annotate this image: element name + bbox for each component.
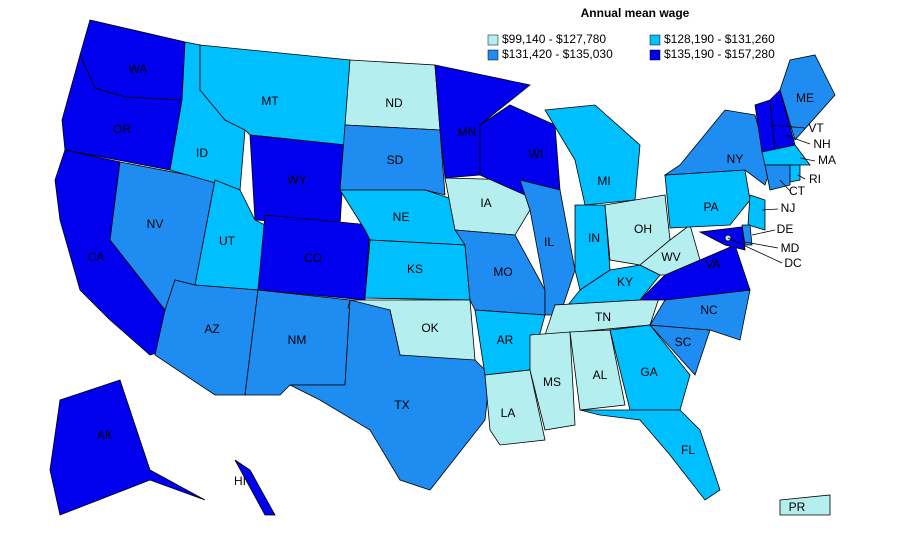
state-label: FL: [681, 443, 695, 457]
legend-swatch: [649, 49, 661, 61]
state: [544, 294, 661, 336]
legend-title: Annual mean wage: [581, 6, 690, 20]
state-label: AR: [497, 333, 514, 347]
state: [234, 459, 276, 516]
state-label: ID: [196, 146, 208, 160]
state-label: WY: [287, 173, 306, 187]
state-label: VA: [705, 257, 720, 271]
state: [344, 59, 441, 131]
state: [484, 369, 546, 446]
state-label: IA: [480, 196, 491, 210]
state-label: MO: [493, 265, 512, 279]
leader: [797, 174, 806, 180]
state: [779, 54, 836, 141]
state-label: IL: [544, 235, 554, 249]
state-label: NJ: [781, 201, 796, 215]
state-label: CT: [789, 184, 806, 198]
state-label: MT: [261, 94, 279, 108]
state-label: MA: [818, 153, 836, 167]
state-label: CA: [88, 250, 105, 264]
state-label: IN: [588, 231, 600, 245]
state-label: AL: [593, 368, 608, 382]
state-label: ND: [385, 96, 403, 110]
leader: [769, 124, 806, 129]
state-label: HI: [234, 474, 246, 488]
state-label: WA: [129, 62, 148, 76]
state-label: WV: [661, 250, 680, 264]
state-label: WI: [529, 147, 544, 161]
state-label: NY: [727, 152, 744, 166]
state-label: DE: [777, 222, 794, 236]
state-label: AZ: [204, 322, 219, 336]
state-label: NC: [700, 303, 718, 317]
state: [529, 331, 576, 431]
state: [154, 279, 259, 396]
states: [49, 19, 836, 516]
state-label: LA: [501, 406, 516, 420]
state-label: VT: [808, 121, 824, 135]
state: [649, 289, 751, 341]
state: [579, 409, 721, 501]
state-label: MN: [458, 125, 477, 139]
state-label: NM: [288, 333, 307, 347]
state: [289, 299, 491, 491]
legend-swatch: [487, 49, 499, 61]
state-label: AK: [97, 428, 113, 442]
state: [49, 379, 206, 516]
legend-label: $131,420 - $135,030: [502, 47, 613, 61]
state-label: DC: [784, 256, 802, 270]
state-label: RI: [809, 172, 821, 186]
state: [789, 164, 801, 183]
state-label: PR: [789, 500, 806, 514]
state-label: GA: [640, 365, 657, 379]
state-label: PA: [703, 200, 718, 214]
state: [761, 144, 811, 166]
leader: [751, 229, 776, 236]
legend-label: $99,140 - $127,780: [502, 32, 606, 46]
state: [747, 194, 766, 231]
leader: [744, 241, 779, 249]
state: [741, 224, 753, 246]
state: [569, 329, 626, 411]
state-label: MI: [597, 174, 610, 188]
state-label: MD: [781, 241, 800, 255]
state-label: UT: [219, 234, 236, 248]
state-label: MS: [543, 375, 561, 389]
legend-label: $135,190 - $157,280: [664, 47, 775, 61]
state: [779, 494, 831, 516]
state-label: OH: [634, 222, 652, 236]
state-label: SD: [387, 153, 404, 167]
state-labels: WA OR CA NV ID MT WY UT CO AZ NM ND SD NE KS OK TX MN IA MO…: [88, 62, 836, 514]
state-label: ME: [796, 91, 814, 105]
leader: [784, 134, 811, 145]
leader: [727, 237, 783, 264]
state-label: OR: [113, 122, 131, 136]
leader-lines: [727, 124, 816, 264]
state-label: CO: [304, 251, 322, 265]
state-label: SC: [675, 335, 692, 349]
state: [764, 164, 791, 191]
state: [639, 224, 701, 276]
state-label: NV: [147, 217, 164, 231]
leader: [799, 157, 816, 162]
state-label: KS: [407, 262, 423, 276]
legend-swatch: [649, 34, 661, 46]
legend-swatch: [487, 34, 499, 46]
legend-label: $128,190 - $131,260: [664, 32, 775, 46]
state: [339, 124, 446, 196]
state-label: NH: [813, 137, 830, 151]
state: [664, 169, 751, 229]
state: [609, 324, 691, 411]
state-label: OK: [421, 321, 438, 335]
leader: [779, 179, 791, 192]
state-label: NE: [393, 210, 410, 224]
state-label: KY: [617, 275, 633, 289]
state: [698, 226, 746, 251]
leader: [761, 208, 779, 211]
state-label: TN: [595, 310, 611, 324]
state-label: TX: [394, 398, 409, 412]
